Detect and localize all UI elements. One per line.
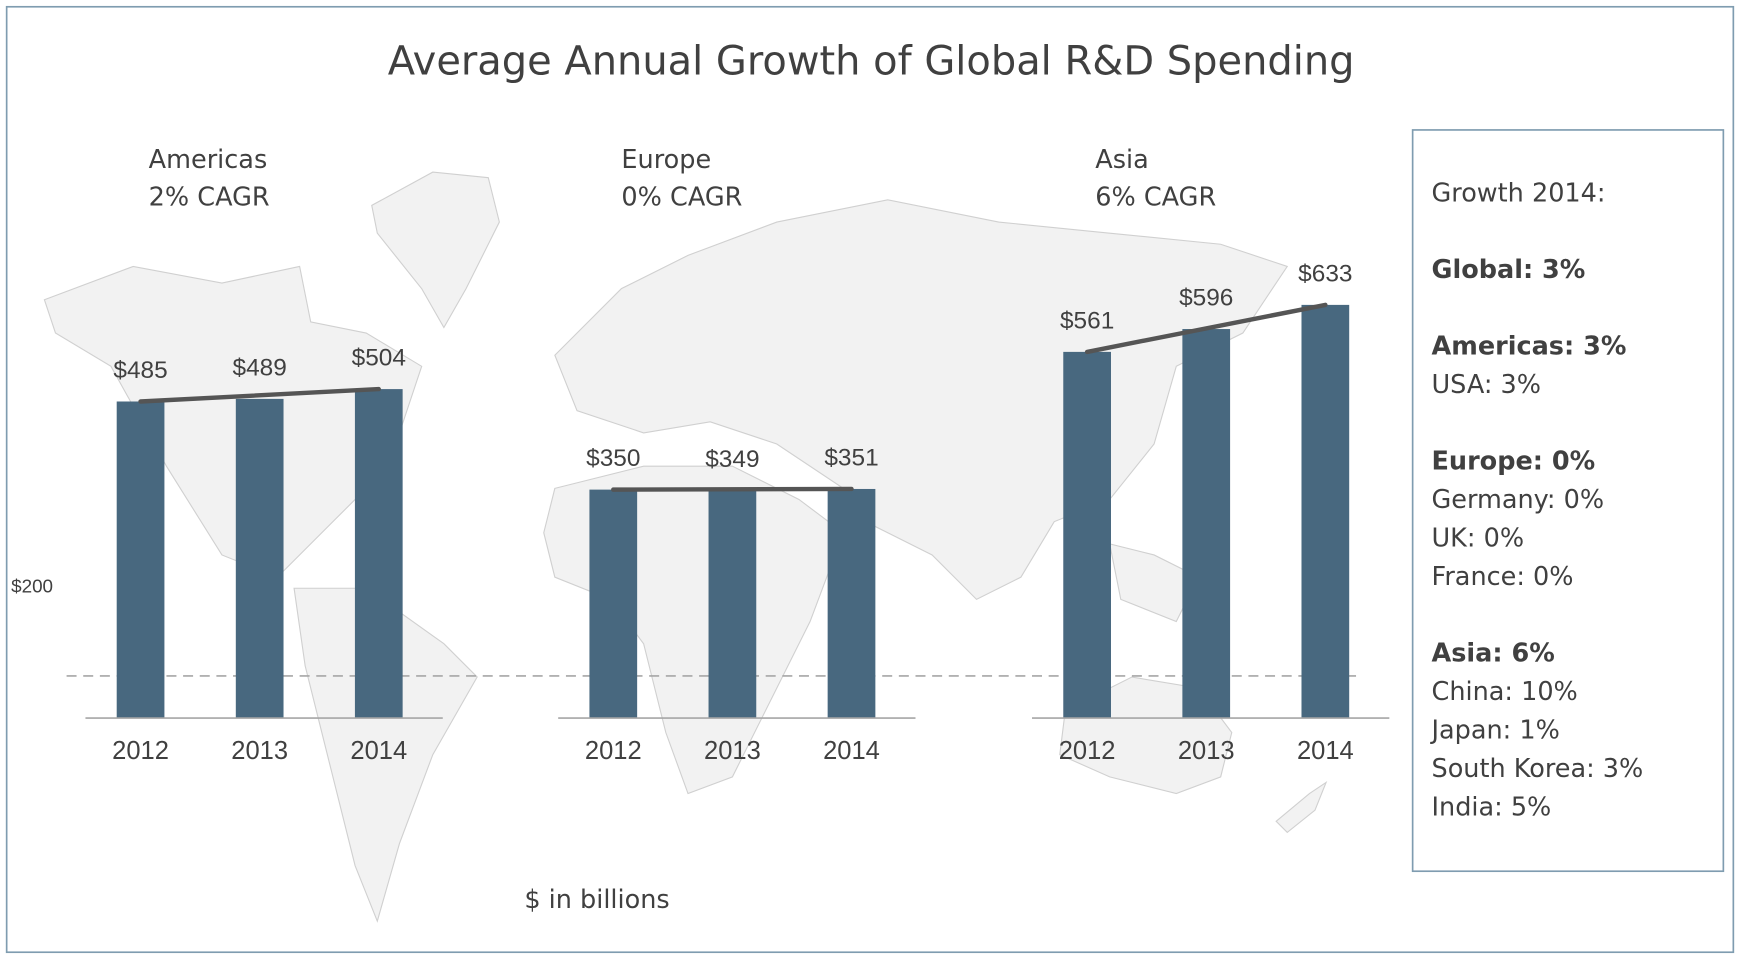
- x-tick-label: 2013: [1178, 737, 1235, 765]
- value-label: $351: [824, 444, 878, 471]
- panel-heading: Asia: 6%: [1432, 639, 1555, 669]
- summary-panel: [1411, 129, 1725, 873]
- x-tick-label: 2012: [112, 737, 169, 765]
- trend-line: [138, 386, 381, 404]
- value-label: $350: [586, 445, 640, 472]
- bar: [1063, 351, 1111, 719]
- panel-title: Growth 2014:: [1432, 178, 1606, 208]
- panel-item: China: 10%: [1432, 677, 1578, 707]
- bar: [589, 489, 638, 719]
- panel-item: UK: 0%: [1432, 524, 1525, 554]
- chart-title: Americas: [149, 145, 268, 175]
- x-tick-label: 2014: [823, 737, 880, 765]
- panel-item: France: 0%: [1432, 562, 1574, 592]
- bar: [1182, 329, 1231, 719]
- chart-subtitle: 2% CAGR: [149, 183, 270, 213]
- panel-item: India: 5%: [1432, 793, 1552, 823]
- panel-heading: Global: 3%: [1432, 255, 1586, 285]
- bar: [116, 401, 165, 719]
- panel-heading: Americas: 3%: [1432, 331, 1627, 361]
- y-tick-label: $200: [11, 576, 53, 597]
- bar: [708, 490, 757, 719]
- x-tick-label: 2012: [585, 737, 642, 765]
- panel-text: Growth 2014: Global: 3% Americas: 3% USA: 3…: [1430, 178, 1644, 822]
- unit-note: $ in billions: [524, 885, 669, 915]
- value-label: $349: [705, 446, 759, 473]
- page-border: [5, 5, 1735, 954]
- value-label: $596: [1179, 285, 1233, 312]
- panel-item: Japan: 1%: [1430, 716, 1560, 746]
- bar: [235, 398, 284, 719]
- chart-title: Asia: [1095, 145, 1148, 175]
- value-label: $485: [113, 357, 167, 384]
- page-title: Average Annual Growth of Global R&D Spen…: [388, 38, 1355, 84]
- panel-item: Germany: 0%: [1432, 485, 1605, 515]
- bar: [354, 389, 403, 719]
- bar: [827, 488, 876, 719]
- panel-heading: Europe: 0%: [1432, 447, 1596, 477]
- panel-item: South Korea: 3%: [1432, 754, 1644, 784]
- chart-title: Europe: [621, 145, 711, 175]
- x-tick-label: 2014: [1297, 737, 1354, 765]
- x-tick-label: 2014: [350, 737, 407, 765]
- x-tick-label: 2013: [704, 737, 761, 765]
- panel-item: USA: 3%: [1432, 370, 1542, 400]
- trend-line: [611, 486, 854, 492]
- x-tick-label: 2013: [231, 737, 288, 765]
- value-label: $561: [1060, 307, 1114, 334]
- chart-subtitle: 0% CAGR: [621, 183, 742, 213]
- value-label: $504: [352, 345, 406, 372]
- value-label: $633: [1298, 260, 1352, 287]
- bar: [1301, 304, 1350, 719]
- value-label: $489: [233, 354, 287, 381]
- trend-line: [1084, 302, 1328, 355]
- chart-subtitle: 6% CAGR: [1095, 183, 1216, 213]
- x-tick-label: 2012: [1059, 737, 1116, 765]
